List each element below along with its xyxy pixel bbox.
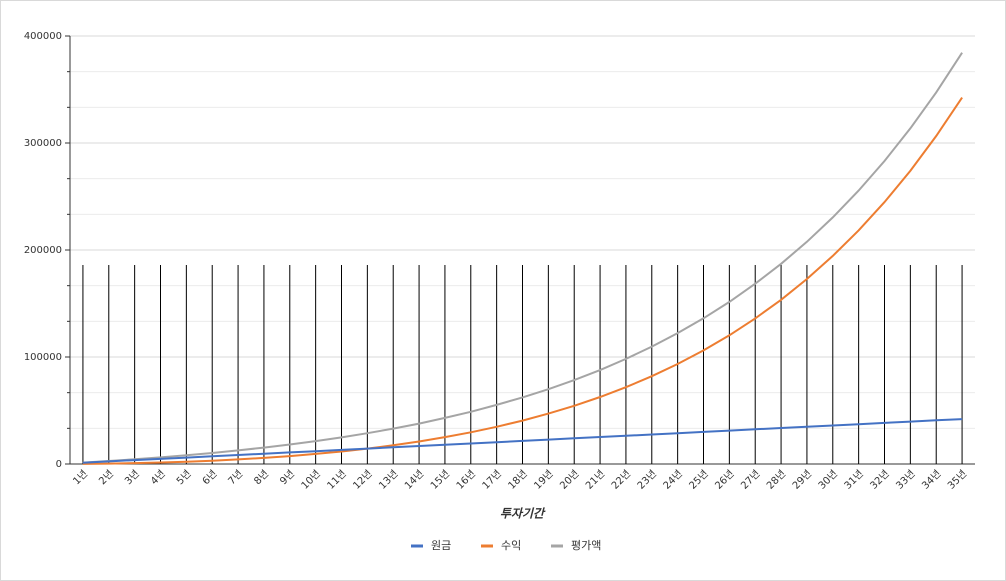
legend-label: 원금	[431, 539, 451, 552]
series-line	[82, 52, 963, 464]
legend-label: 평가액	[571, 539, 601, 552]
y-tick-label: 300000	[24, 138, 62, 149]
y-tick-label: 400000	[24, 31, 62, 42]
legend-item: 수익	[481, 539, 521, 552]
x-axis-title: 투자기간	[500, 507, 546, 521]
y-tick-label: 0	[56, 459, 62, 470]
legend-item: 평가액	[551, 539, 601, 552]
y-tick-label: 200000	[24, 245, 62, 256]
series-line	[82, 97, 963, 465]
y-tick-label: 100000	[24, 352, 62, 363]
series-line	[82, 418, 963, 464]
legend-item: 원금	[411, 539, 451, 552]
legend-label: 수익	[501, 539, 521, 552]
